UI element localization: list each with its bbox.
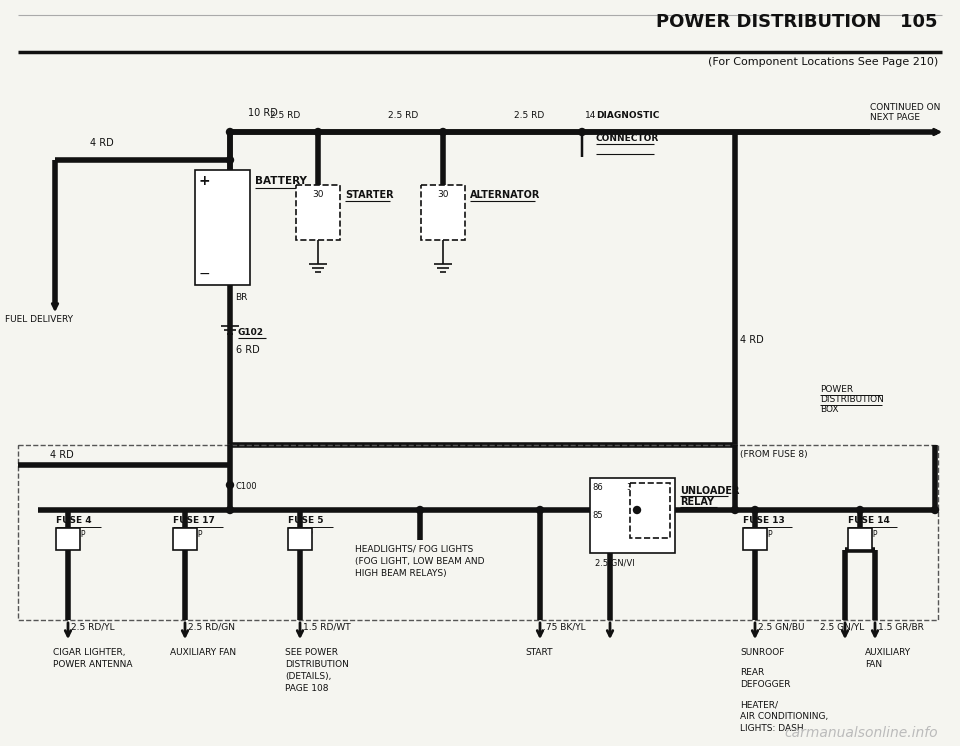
Text: FUSE 13: FUSE 13 — [743, 516, 784, 525]
Text: (FROM FUSE 8): (FROM FUSE 8) — [740, 450, 807, 459]
Text: CONTINUED ON: CONTINUED ON — [870, 103, 941, 112]
Text: FAN: FAN — [865, 660, 882, 669]
Text: FUSE 17: FUSE 17 — [173, 516, 215, 525]
Text: 2.5 RD: 2.5 RD — [388, 111, 419, 120]
Text: SUNROOF: SUNROOF — [740, 648, 784, 657]
Circle shape — [227, 128, 233, 136]
Text: (DETAILS),: (DETAILS), — [285, 672, 331, 681]
Text: BATTERY: BATTERY — [255, 176, 307, 186]
Text: 2.5 RD: 2.5 RD — [514, 111, 544, 120]
Text: RELAY: RELAY — [680, 497, 714, 507]
Text: 25 AMP: 25 AMP — [849, 530, 877, 539]
Text: LIGHTS: DASH: LIGHTS: DASH — [740, 724, 804, 733]
Bar — [195, 170, 250, 285]
Circle shape — [579, 128, 586, 136]
Circle shape — [227, 157, 233, 163]
Text: BR: BR — [235, 293, 248, 302]
Circle shape — [634, 507, 640, 513]
Text: 2.5 RD: 2.5 RD — [270, 111, 300, 120]
Text: 2.5 GN/YL: 2.5 GN/YL — [820, 622, 864, 631]
Text: 4 RD: 4 RD — [740, 335, 764, 345]
Text: (For Component Locations See Page 210): (For Component Locations See Page 210) — [708, 57, 938, 67]
Bar — [296, 185, 340, 240]
Text: 8 AMP: 8 AMP — [289, 530, 313, 539]
Text: FUSE 14: FUSE 14 — [848, 516, 890, 525]
Text: ALTERNATOR: ALTERNATOR — [470, 190, 540, 200]
Text: 86: 86 — [592, 483, 603, 492]
Text: +: + — [199, 174, 210, 188]
Text: FUSE 5: FUSE 5 — [288, 516, 324, 525]
Text: POWER ANTENNA: POWER ANTENNA — [53, 660, 132, 669]
Bar — [630, 483, 670, 538]
Text: START: START — [525, 648, 553, 657]
Bar — [56, 528, 80, 550]
Text: 30: 30 — [627, 483, 637, 492]
Text: REAR: REAR — [740, 668, 764, 677]
Text: 4 RD: 4 RD — [50, 450, 74, 460]
Text: 30: 30 — [312, 190, 324, 199]
Text: 4 RD: 4 RD — [90, 138, 113, 148]
Text: SEE POWER: SEE POWER — [285, 648, 338, 657]
Text: 14: 14 — [585, 111, 596, 120]
Text: 10 RD: 10 RD — [248, 108, 277, 118]
Text: DISTRIBUTION: DISTRIBUTION — [820, 395, 884, 404]
Text: 25 AMP: 25 AMP — [174, 530, 203, 539]
Text: DISTRIBUTION: DISTRIBUTION — [285, 660, 348, 669]
Text: 2.5 GN/VI: 2.5 GN/VI — [595, 558, 635, 567]
Bar — [590, 478, 675, 553]
Bar — [18, 445, 938, 620]
Circle shape — [440, 128, 446, 136]
Text: (FOG LIGHT, LOW BEAM AND: (FOG LIGHT, LOW BEAM AND — [355, 557, 485, 566]
Text: DIAGNOSTIC: DIAGNOSTIC — [596, 111, 660, 120]
Text: 30: 30 — [437, 190, 448, 199]
Bar — [848, 528, 872, 550]
Circle shape — [931, 507, 939, 513]
Text: 25 AMP: 25 AMP — [57, 530, 85, 539]
Text: BOX: BOX — [820, 405, 838, 414]
Text: AUXILIARY FAN: AUXILIARY FAN — [170, 648, 236, 657]
Bar — [421, 185, 465, 240]
Text: .75 BK/YL: .75 BK/YL — [543, 622, 586, 631]
Circle shape — [315, 128, 322, 136]
Text: UNLOADER: UNLOADER — [680, 486, 739, 496]
Text: FUSE 4: FUSE 4 — [56, 516, 91, 525]
Text: CIGAR LIGHTER,: CIGAR LIGHTER, — [53, 648, 126, 657]
Circle shape — [227, 507, 233, 513]
Text: HIGH BEAM RELAYS): HIGH BEAM RELAYS) — [355, 569, 446, 578]
Text: C100: C100 — [235, 482, 256, 491]
Circle shape — [752, 507, 758, 513]
Text: −: − — [199, 267, 210, 281]
Text: 1.5 RD/WT: 1.5 RD/WT — [303, 622, 350, 631]
Text: POWER DISTRIBUTION   105: POWER DISTRIBUTION 105 — [657, 13, 938, 31]
Text: PAGE 108: PAGE 108 — [285, 684, 328, 693]
Text: HEADLIGHTS/ FOG LIGHTS: HEADLIGHTS/ FOG LIGHTS — [355, 545, 473, 554]
Circle shape — [732, 507, 738, 513]
Text: STARTER: STARTER — [345, 190, 394, 200]
Text: carmanualsonline.info: carmanualsonline.info — [784, 726, 938, 740]
Text: FUEL DELIVERY: FUEL DELIVERY — [5, 315, 73, 324]
Text: 2.5 RD/GN: 2.5 RD/GN — [188, 622, 235, 631]
Text: 2.5 RD/YL: 2.5 RD/YL — [71, 622, 114, 631]
Text: CONNECTOR: CONNECTOR — [596, 134, 660, 143]
Text: 87: 87 — [650, 510, 660, 519]
Text: 1.5 GR/BR: 1.5 GR/BR — [878, 622, 924, 631]
Circle shape — [417, 507, 423, 513]
Bar — [173, 528, 197, 550]
Text: 35 AMP: 35 AMP — [744, 530, 773, 539]
Text: POWER: POWER — [820, 385, 853, 394]
Bar — [288, 528, 312, 550]
Circle shape — [537, 507, 543, 513]
Bar — [743, 528, 767, 550]
Text: 6 RD: 6 RD — [236, 345, 260, 355]
Text: G102: G102 — [238, 328, 264, 337]
Text: 85: 85 — [592, 510, 603, 519]
Circle shape — [856, 507, 863, 513]
Text: AIR CONDITIONING,: AIR CONDITIONING, — [740, 712, 828, 721]
Circle shape — [227, 481, 233, 489]
Text: HEATER/: HEATER/ — [740, 700, 778, 709]
Text: AUXILIARY: AUXILIARY — [865, 648, 911, 657]
Text: DEFOGGER: DEFOGGER — [740, 680, 790, 689]
Text: 2.5 GN/BU: 2.5 GN/BU — [758, 622, 804, 631]
Text: NEXT PAGE: NEXT PAGE — [870, 113, 920, 122]
